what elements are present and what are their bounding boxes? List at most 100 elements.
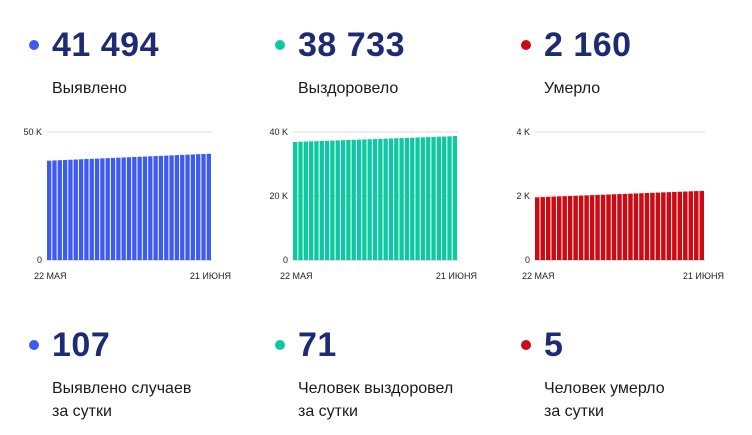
- bar: [324, 140, 330, 260]
- x-tick-label-start: 22 МАЯ: [34, 271, 67, 281]
- x-tick-label-start: 22 МАЯ: [522, 271, 555, 281]
- bar: [94, 158, 100, 260]
- daily-detected-line1: Выявлено случаев: [52, 380, 192, 397]
- daily-died-line2: за сутки: [544, 403, 604, 420]
- bar: [137, 156, 142, 260]
- bar: [694, 191, 699, 260]
- daily-died-value: 5: [544, 326, 564, 364]
- daily-recovered-dot-icon: [275, 340, 285, 350]
- bar: [420, 137, 426, 260]
- x-tick-label-start: 22 МАЯ: [280, 271, 313, 281]
- bar: [196, 154, 201, 260]
- chart-2: 40 K 20 K 0 22 МАЯ 21 ИЮНЯ: [269, 127, 477, 281]
- bar: [650, 192, 655, 260]
- bar: [121, 157, 126, 260]
- bar: [126, 157, 132, 260]
- bar: [622, 193, 628, 260]
- bar: [688, 191, 694, 260]
- bar: [540, 197, 545, 260]
- bar: [617, 194, 622, 260]
- bar: [169, 155, 174, 260]
- bar: [73, 159, 78, 260]
- bar: [190, 154, 196, 260]
- y-tick-label: 50 K: [23, 127, 42, 137]
- bar: [573, 195, 578, 260]
- bar: [78, 159, 84, 260]
- bar: [201, 153, 206, 260]
- bar: [84, 159, 89, 260]
- recovered-dot-icon: [275, 40, 285, 50]
- bar: [436, 136, 442, 260]
- bar: [699, 190, 704, 260]
- bar: [362, 139, 367, 260]
- bar: [442, 136, 447, 260]
- bar: [567, 196, 573, 260]
- bar: [394, 138, 399, 260]
- y-tick-label: 0: [283, 255, 288, 265]
- bar: [584, 195, 589, 260]
- bar: [606, 194, 611, 260]
- bar: [611, 194, 617, 260]
- bar: [180, 154, 185, 260]
- bar: [447, 136, 452, 260]
- bar: [351, 139, 356, 260]
- bar: [174, 155, 180, 260]
- daily-detected-value: 107: [52, 326, 111, 364]
- bar: [551, 196, 556, 260]
- x-tick-label-end: 21 ИЮНЯ: [436, 271, 477, 281]
- y-tick-label: 0: [525, 255, 530, 265]
- bar: [578, 195, 584, 260]
- died-total: 2 160: [544, 26, 632, 64]
- bar: [100, 158, 105, 260]
- daily-died-dot-icon: [521, 340, 531, 350]
- bar: [415, 137, 420, 260]
- bar: [628, 193, 633, 260]
- bar: [372, 139, 378, 260]
- bar: [314, 141, 319, 260]
- bar: [330, 140, 335, 260]
- daily-recovered-line1: Человек выздоровел: [298, 380, 454, 397]
- bar: [62, 159, 68, 260]
- bar: [399, 138, 404, 260]
- bar: [556, 196, 562, 260]
- y-tick-label: 2 K: [516, 191, 530, 201]
- bar: [535, 197, 540, 260]
- bar: [148, 156, 153, 260]
- bar: [57, 160, 62, 260]
- recovered-label: Выздоровело: [298, 80, 399, 97]
- bar: [683, 191, 688, 260]
- daily-detected-dot-icon: [29, 340, 39, 350]
- detected-total: 41 494: [52, 26, 159, 64]
- bar: [206, 153, 211, 260]
- chart-1: 50 K 0 22 МАЯ 21 ИЮНЯ: [23, 127, 231, 281]
- bar: [562, 196, 567, 260]
- bar: [293, 141, 298, 260]
- bar: [89, 158, 94, 260]
- bar: [68, 159, 73, 260]
- bar: [589, 195, 595, 260]
- daily-detected-line2: за сутки: [52, 403, 112, 420]
- bar: [158, 155, 164, 260]
- bar: [545, 196, 551, 260]
- bar: [452, 136, 457, 260]
- x-tick-label-end: 21 ИЮНЯ: [683, 271, 724, 281]
- bar: [142, 156, 148, 260]
- detected-label: Выявлено: [52, 80, 127, 97]
- bar: [303, 141, 308, 260]
- bar: [655, 192, 661, 260]
- bar: [639, 193, 644, 260]
- bar: [47, 160, 52, 260]
- bar: [132, 156, 137, 260]
- bar: [595, 194, 600, 260]
- bar: [431, 136, 436, 260]
- bar: [335, 140, 340, 260]
- daily-recovered-value: 71: [298, 326, 337, 364]
- died-label: Умерло: [544, 80, 601, 97]
- chart-3: 4 K 2 K 0 22 МАЯ 21 ИЮНЯ: [516, 127, 724, 281]
- bar: [105, 158, 110, 260]
- bar: [378, 138, 383, 260]
- bar: [164, 155, 169, 260]
- bar: [110, 157, 116, 260]
- bar: [677, 191, 683, 260]
- died-dot-icon: [521, 40, 531, 50]
